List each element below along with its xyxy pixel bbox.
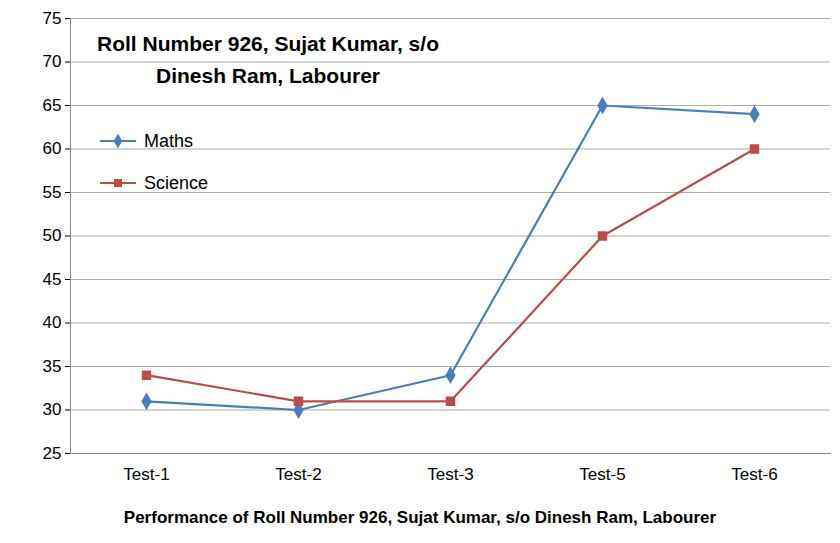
svg-text:70: 70 bbox=[43, 52, 62, 71]
svg-text:45: 45 bbox=[43, 270, 62, 289]
svg-text:75: 75 bbox=[43, 9, 62, 28]
svg-text:Test-1: Test-1 bbox=[123, 465, 169, 484]
html-text:Roll Number 926, Sujat Kumar,: Roll Number 926, Sujat Kumar, s/o Dinesh… bbox=[97, 32, 439, 87]
html-text:Maths: Maths bbox=[144, 130, 193, 151]
html-text:Performance of Roll Number 926: Performance of Roll Number 926, Sujat Ku… bbox=[123, 508, 717, 527]
svg-text:Test-5: Test-5 bbox=[579, 465, 625, 484]
svg-text:Test-3: Test-3 bbox=[427, 465, 473, 484]
svg-text:40: 40 bbox=[43, 313, 62, 332]
svg-text:30: 30 bbox=[43, 400, 62, 419]
html-text:Science: Science bbox=[144, 172, 208, 193]
svg-text:35: 35 bbox=[43, 357, 62, 376]
svg-text:25: 25 bbox=[43, 444, 62, 463]
svg-text:60: 60 bbox=[43, 139, 62, 158]
svg-text:50: 50 bbox=[43, 226, 62, 245]
svg-text:Test-6: Test-6 bbox=[731, 465, 777, 484]
svg-text:55: 55 bbox=[43, 183, 62, 202]
svg-text:65: 65 bbox=[43, 96, 62, 115]
svg-text:Test-2: Test-2 bbox=[275, 465, 321, 484]
